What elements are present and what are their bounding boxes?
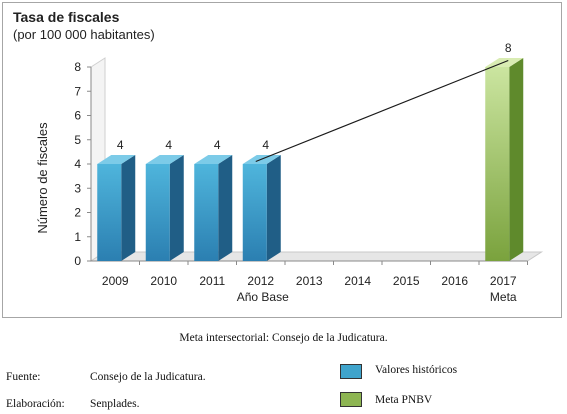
bar-top — [97, 155, 136, 164]
y-tick-label: 1 — [74, 230, 81, 244]
y-tick-label: 5 — [74, 133, 81, 147]
y-tick-label: 2 — [74, 206, 81, 220]
bar-top — [145, 155, 184, 164]
y-tick-label: 6 — [74, 109, 81, 123]
bar-front — [194, 164, 219, 261]
bar-2017 — [485, 58, 524, 261]
bar-side — [218, 155, 233, 261]
x-tick-label: 2012 — [247, 274, 274, 288]
x-tick-label: 2015 — [393, 274, 420, 288]
legend-swatch-meta — [340, 392, 362, 407]
x-tick-label: 2014 — [344, 274, 371, 288]
chart-caption: Meta intersectorial: Consejo de la Judic… — [179, 332, 388, 344]
x-tick-label: 2013 — [296, 274, 323, 288]
bar-2011 — [194, 155, 233, 261]
y-tick-label: 4 — [74, 157, 81, 171]
data-label: 8 — [505, 41, 512, 55]
y-tick-label: 0 — [74, 254, 81, 268]
legend-label-meta: Meta PNBV — [375, 394, 433, 406]
data-label: 4 — [214, 138, 221, 152]
bar-side — [266, 155, 281, 261]
x-tick-label: 2009 — [102, 274, 129, 288]
bar-side — [121, 155, 136, 261]
source-value: Consejo de la Judicatura. — [90, 371, 206, 383]
bar-front — [145, 164, 170, 261]
chart-subtitle: (por 100 000 habitantes) — [13, 27, 155, 42]
bar-side — [509, 58, 524, 261]
x-tick-sublabel: Meta — [490, 290, 517, 304]
trend-line — [255, 59, 509, 163]
data-label: 4 — [117, 138, 124, 152]
x-tick-label: 2010 — [150, 274, 177, 288]
x-tick-label: 2017 — [490, 274, 517, 288]
x-tick-label: 2016 — [441, 274, 468, 288]
source-label: Fuente: — [6, 371, 41, 383]
bar-2012 — [242, 155, 281, 261]
y-axis-label: Número de fiscales — [35, 122, 50, 234]
bar-chart: 0 1 2 3 4 5 6 7 8 Número de fiscales 2009 2010 2011 2… — [35, 41, 544, 304]
bar-2009 — [97, 155, 136, 261]
chart-title: Tasa de fiscales — [13, 9, 120, 25]
bar-2010 — [145, 155, 184, 261]
legend-swatch-historicos — [340, 364, 362, 379]
bar-front — [242, 164, 267, 261]
x-tick-label: 2011 — [199, 274, 225, 288]
elaboration-value: Senplades. — [90, 398, 140, 410]
y-tick-label: 3 — [74, 181, 81, 195]
data-label: 4 — [262, 138, 269, 152]
y-tick-label: 8 — [74, 60, 81, 74]
bar-front — [485, 67, 510, 261]
data-label: 4 — [165, 138, 172, 152]
chart-frame: 0 1 2 3 4 5 6 7 8 Número de fiscales 2009 2010 2011 2… — [2, 2, 562, 318]
bar-top — [194, 155, 233, 164]
bar-front — [97, 164, 122, 261]
y-tick-label: 7 — [74, 84, 81, 98]
legend-label-historicos: Valores históricos — [375, 364, 458, 376]
x-tick-sublabel: Año Base — [237, 290, 289, 304]
bar-side — [169, 155, 184, 261]
elaboration-label: Elaboración: — [6, 398, 65, 410]
